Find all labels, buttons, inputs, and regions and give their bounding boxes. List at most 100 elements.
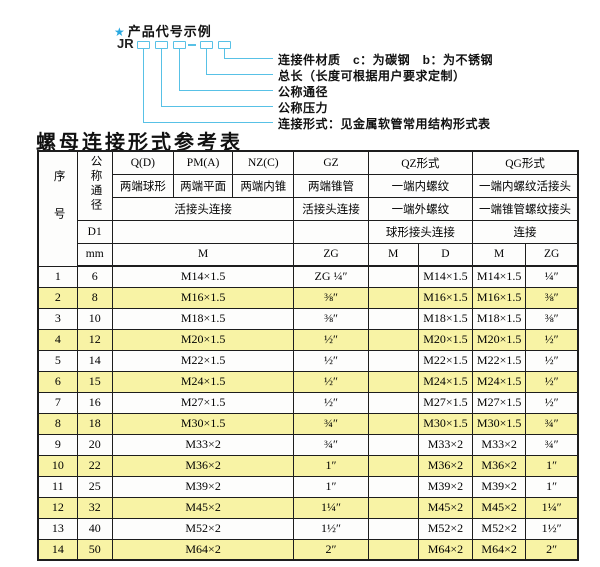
header-pm-sub: 两端平面 — [172, 173, 234, 198]
table-row: 8 18 M30×1.5 ¾″ M30×1.5 M30×1.5 ¾″ — [37, 412, 579, 435]
header-col-q: Q(D) — [111, 150, 174, 175]
header-col-gz: GZ — [293, 150, 369, 175]
star-icon: ★ — [114, 25, 126, 39]
code-box — [173, 41, 186, 49]
header-gz-union-connect: 活接头连接 — [293, 196, 369, 221]
table-row: 2 8 M16×1.5 ⅜″ M16×1.5 M16×1.5 ⅜″ — [37, 286, 579, 309]
leader-line — [143, 122, 273, 123]
cell-zg: ½″ — [293, 349, 369, 372]
cell-no: 8 — [37, 412, 78, 435]
leader-line — [161, 106, 273, 107]
cell-no: 5 — [37, 349, 78, 372]
cell-qg-m: M33×2 — [472, 433, 527, 456]
code-box — [200, 41, 213, 49]
cell-zg: ¾″ — [293, 433, 369, 456]
cell-zg: 2″ — [293, 538, 369, 561]
cell-qz-d: M24×1.5 — [417, 370, 474, 393]
cell-qz-m — [367, 307, 419, 330]
code-label-diameter: 公称通径 — [278, 85, 329, 99]
code-box — [218, 41, 231, 49]
code-label-length: 总长（长度可根据用户要求定制） — [278, 69, 466, 83]
header-qz-row2: 一端内螺纹 — [367, 173, 474, 198]
header-qg-zg: ZG — [525, 242, 579, 267]
cell-qz-d: M64×2 — [417, 538, 474, 561]
table-body: 1 6 M14×1.5 ZG ¼″ M14×1.5 M14×1.5 ¼″ 2 8 M16×1.5 ⅜… — [37, 265, 579, 561]
empty-cell — [293, 219, 369, 244]
cell-qg-m: M20×1.5 — [472, 328, 527, 351]
table-header: 序号 公称通径 Q(D) PM(A) NZ(C) GZ QZ形式 QG形式 两端… — [37, 150, 579, 267]
cell-zg: ½″ — [293, 391, 369, 414]
header-col-qz: QZ形式 — [367, 150, 474, 175]
leader-line — [206, 49, 207, 74]
cell-qg-m: M18×1.5 — [472, 307, 527, 330]
header-nominal-diameter: 公称通径 — [76, 150, 113, 221]
cell-dn: 14 — [76, 349, 113, 372]
table-row: 10 22 M36×2 1″ M36×2 M36×2 1″ — [37, 454, 579, 477]
header-gz-sub: 两端锥管 — [293, 173, 369, 198]
cell-qz-m — [367, 433, 419, 456]
table-row: 9 20 M33×2 ¾″ M33×2 M33×2 ¾″ — [37, 433, 579, 456]
cell-qz-m — [367, 517, 419, 540]
cell-no: 11 — [37, 475, 78, 498]
cell-qg-zg: 2″ — [525, 538, 579, 561]
cell-qz-m — [367, 286, 419, 309]
cell-dn: 25 — [76, 475, 113, 498]
table-row: 6 15 M24×1.5 ½″ M24×1.5 M24×1.5 ½″ — [37, 370, 579, 393]
cell-m: M52×2 — [111, 517, 295, 540]
header-union-connect: 活接头连接 — [111, 196, 295, 221]
diagram-title: 产品代号示例 — [127, 24, 212, 39]
cell-qz-d: M20×1.5 — [417, 328, 474, 351]
code-prefix: JR — [117, 36, 134, 51]
cell-qz-d: M36×2 — [417, 454, 474, 477]
header-qz-d: D — [417, 242, 474, 267]
cell-qz-m — [367, 265, 419, 288]
leader-line — [179, 90, 273, 91]
table-row: 1 6 M14×1.5 ZG ¼″ M14×1.5 M14×1.5 ¼″ — [37, 265, 579, 288]
code-label-material: 连接件材质 c：为碳钢 b：为不锈钢 — [278, 53, 494, 67]
cell-m: M39×2 — [111, 475, 295, 498]
cell-dn: 22 — [76, 454, 113, 477]
cell-dn: 15 — [76, 370, 113, 393]
table-row: 11 25 M39×2 1″ M39×2 M39×2 1″ — [37, 475, 579, 498]
table-row: 13 40 M52×2 1½″ M52×2 M52×2 1½″ — [37, 517, 579, 540]
diagram-heading: ★ 产品代号示例 — [114, 21, 212, 40]
cell-dn: 6 — [76, 265, 113, 288]
table-row: 12 32 M45×2 1¼″ M45×2 M45×2 1¼″ — [37, 496, 579, 519]
cell-zg: 1¼″ — [293, 496, 369, 519]
cell-dn: 32 — [76, 496, 113, 519]
cell-qg-zg: ¼″ — [525, 265, 579, 288]
header-q-sub: 两端球形 — [111, 173, 174, 198]
header-qz-row4: 球形接头连接 — [367, 219, 474, 244]
cell-no: 12 — [37, 496, 78, 519]
code-label-pressure: 公称压力 — [278, 101, 329, 115]
table-row: 4 12 M20×1.5 ½″ M20×1.5 M20×1.5 ½″ — [37, 328, 579, 351]
cell-zg: 1″ — [293, 454, 369, 477]
cell-qz-m — [367, 496, 419, 519]
cell-zg: 1″ — [293, 475, 369, 498]
cell-qg-zg: ¾″ — [525, 412, 579, 435]
cell-no: 2 — [37, 286, 78, 309]
cell-qg-m: M36×2 — [472, 454, 527, 477]
cell-qg-m: M16×1.5 — [472, 286, 527, 309]
cell-qz-d: M27×1.5 — [417, 391, 474, 414]
product-code-diagram: ★ 产品代号示例 JR 连接件材质 c：为碳钢 b：为不锈钢 总长（长度可根据用户… — [0, 0, 600, 150]
cell-qz-d: M52×2 — [417, 517, 474, 540]
cell-qz-m — [367, 412, 419, 435]
cell-no: 1 — [37, 265, 78, 288]
cell-dn: 8 — [76, 286, 113, 309]
cell-qg-zg: ⅜″ — [525, 307, 579, 330]
table-row: 5 14 M22×1.5 ½″ M22×1.5 M22×1.5 ½″ — [37, 349, 579, 372]
cell-qz-m — [367, 391, 419, 414]
cell-zg: ½″ — [293, 328, 369, 351]
leader-line — [206, 74, 273, 75]
leader-line — [161, 49, 162, 106]
cell-qz-m — [367, 454, 419, 477]
cell-qg-zg: ½″ — [525, 328, 579, 351]
header-qg-row4: 连接 — [472, 219, 579, 244]
cell-dn: 20 — [76, 433, 113, 456]
table-row: 14 50 M64×2 2″ M64×2 M64×2 2″ — [37, 538, 579, 561]
cell-qg-zg: ¾″ — [525, 433, 579, 456]
header-qz-row3: 一端外螺纹 — [367, 196, 474, 221]
cell-m: M64×2 — [111, 538, 295, 561]
cell-qz-d: M18×1.5 — [417, 307, 474, 330]
